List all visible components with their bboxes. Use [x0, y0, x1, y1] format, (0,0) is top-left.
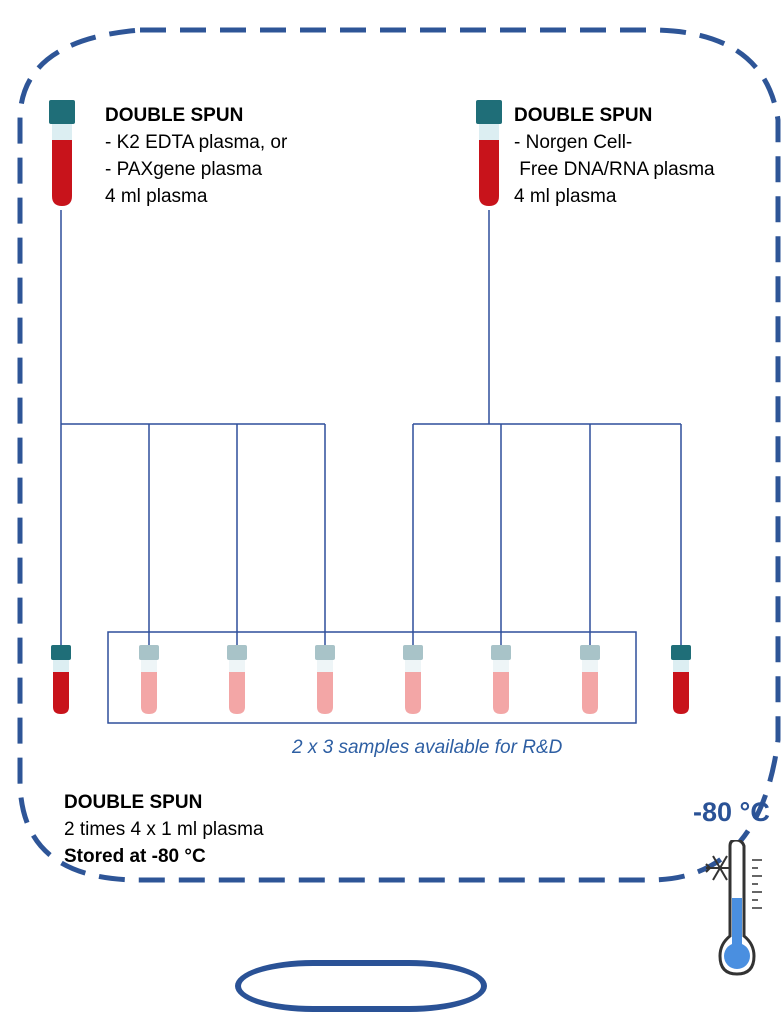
blood-tube-icon	[51, 645, 71, 714]
source-right-line3: 4 ml plasma	[514, 186, 617, 207]
blood-tube-icon	[227, 645, 247, 714]
source-tube-right	[476, 100, 502, 208]
rd-tube-1	[139, 645, 159, 715]
source-right-line1: - Norgen Cell-	[514, 132, 633, 153]
blood-tube-icon	[671, 645, 691, 714]
thermometer-snowflake-icon	[692, 838, 772, 981]
source-left-line2: - PAXgene plasma	[105, 159, 263, 180]
rd-tube-5	[491, 645, 511, 715]
blood-tube-icon	[580, 645, 600, 714]
source-right-line2: Free DNA/RNA plasma	[514, 159, 715, 180]
source-tube-left	[49, 100, 75, 208]
blood-tube-icon	[139, 645, 159, 714]
temperature-label: -80 °C	[693, 797, 770, 827]
footer-line1: 2 times 4 x 1 ml plasma	[64, 819, 264, 840]
blood-tube-icon	[403, 645, 423, 714]
footer-title: DOUBLE SPUN	[64, 792, 203, 813]
rd-tube-3	[315, 645, 335, 715]
right-connector	[412, 210, 682, 648]
rd-tube-4	[403, 645, 423, 715]
source-right-title: DOUBLE SPUN	[514, 105, 653, 126]
stored-tube-right	[671, 645, 691, 715]
dashed-frame	[17, 27, 781, 883]
rd-tube-2	[227, 645, 247, 715]
footer-label: DOUBLE SPUN 2 times 4 x 1 ml plasma Stor…	[64, 789, 264, 870]
source-left-label: DOUBLE SPUN - K2 EDTA plasma, or - PAXge…	[105, 102, 287, 210]
rd-tube-6	[580, 645, 600, 715]
footer-line2: Stored at -80 °C	[64, 846, 206, 867]
left-connector	[60, 210, 326, 648]
source-left-line3: 4 ml plasma	[105, 186, 208, 207]
blood-tube-icon	[491, 645, 511, 714]
source-left-title: DOUBLE SPUN	[105, 105, 244, 126]
rd-caption: 2 x 3 samples available for R&D	[292, 737, 563, 758]
blood-tube-icon	[315, 645, 335, 714]
blood-tube-icon	[49, 100, 75, 206]
diagram-lines	[17, 27, 781, 883]
stored-tube-left	[51, 645, 71, 715]
partial-shape	[235, 960, 487, 1012]
rd-samples-box	[107, 631, 637, 724]
blood-tube-icon	[476, 100, 502, 206]
source-left-line1: - K2 EDTA plasma, or	[105, 132, 288, 153]
source-right-label: DOUBLE SPUN - Norgen Cell- Free DNA/RNA …	[514, 102, 715, 210]
